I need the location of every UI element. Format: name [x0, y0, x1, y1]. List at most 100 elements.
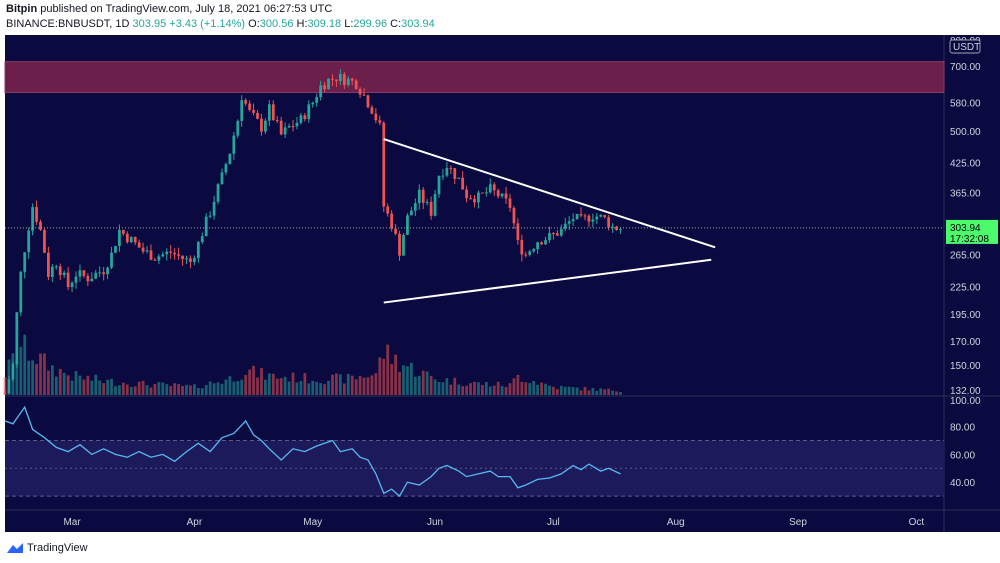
- candle-body-2021-04-06: [212, 201, 216, 216]
- volume-bar-2021-02-13: [7, 359, 11, 395]
- volume-bar-2021-03-03: [78, 375, 82, 395]
- candle-body-2021-07-04: [563, 223, 567, 229]
- candle-body-2021-03-05: [86, 275, 90, 282]
- candle-body-2021-07-07: [575, 213, 579, 220]
- currency-box: [949, 39, 981, 54]
- candle-body-2021-03-13: [118, 230, 121, 247]
- candle-body-2021-05-14: [362, 94, 366, 96]
- volume-bar-2021-05-14: [362, 377, 366, 395]
- candle-body-2021-02-20: [35, 207, 38, 222]
- candle-body-2021-03-20: [145, 250, 149, 252]
- volume-bar-2021-06-07: [457, 384, 461, 395]
- volume-bar-2021-03-19: [141, 380, 145, 395]
- time-tick-May: May: [303, 517, 322, 528]
- candle-body-2021-06-05: [449, 168, 453, 170]
- volume-bar-2021-03-13: [118, 385, 121, 395]
- candle-body-2021-04-29: [303, 115, 307, 120]
- candle-body-2021-04-24: [283, 127, 287, 135]
- currency-label: USDT: [953, 42, 980, 53]
- plot-background: [5, 35, 944, 510]
- volume-bar-2021-05-27: [413, 376, 417, 395]
- candle-body-2021-04-10: [228, 153, 232, 165]
- candle-body-2021-07-02: [555, 233, 559, 236]
- candle-body-2021-04-08: [220, 172, 224, 185]
- candle-body-2021-02-21: [39, 221, 42, 230]
- price-tick-265.00: 265.00: [950, 251, 981, 262]
- candle-body-2021-03-06: [90, 278, 94, 282]
- volume-bar-2021-02-15: [15, 360, 19, 395]
- candle-body-2021-06-23: [520, 239, 524, 255]
- volume-bar-2021-04-07: [216, 382, 220, 395]
- candle-body-2021-05-20: [386, 206, 390, 214]
- candle-body-2021-05-24: [402, 234, 405, 256]
- volume-bar-2021-06-15: [488, 386, 492, 395]
- brand-label[interactable]: TradingView: [27, 542, 88, 554]
- candle-body-2021-04-01: [192, 258, 196, 263]
- volume-bar-2021-03-10: [106, 379, 109, 395]
- volume-bar-2021-03-12: [114, 386, 117, 395]
- candle-body-2021-04-19: [264, 120, 267, 132]
- volume-bar-2021-05-30: [425, 371, 429, 395]
- candle-body-2021-05-10: [346, 78, 350, 85]
- candle-body-2021-05-25: [406, 215, 409, 235]
- candle-body-2021-06-12: [477, 192, 480, 203]
- candle-body-2021-07-17: [615, 226, 618, 230]
- candle-body-2021-07-14: [603, 215, 607, 218]
- time-tick-Aug: Aug: [667, 517, 685, 528]
- volume-bar-2021-04-14: [244, 375, 248, 395]
- volume-bar-2021-04-10: [228, 376, 232, 395]
- candle-body-2021-06-02: [437, 175, 441, 195]
- rsi-tick-80.00: 80.00: [950, 423, 975, 434]
- candle-body-2021-04-12: [236, 120, 240, 136]
- volume-bar-2021-07-17: [615, 391, 618, 395]
- symbol-name: BINANCE:BNBUSDT, 1D: [6, 18, 130, 30]
- volume-bar-2021-06-12: [477, 382, 480, 395]
- volume-bar-2021-05-18: [378, 357, 382, 395]
- volume-bar-2021-03-09: [102, 383, 106, 395]
- candle-body-2021-02-28: [66, 272, 70, 288]
- volume-bar-2021-06-16: [492, 385, 496, 395]
- candle-body-2021-04-22: [275, 120, 279, 122]
- time-tick-Mar: Mar: [63, 517, 81, 528]
- time-tick-Jul: Jul: [547, 517, 560, 528]
- candle-body-2021-07-12: [595, 216, 599, 220]
- volume-bar-2021-04-18: [260, 367, 263, 395]
- volume-bar-2021-05-03: [319, 383, 323, 395]
- volume-bar-2021-04-16: [252, 365, 255, 395]
- candle-body-2021-03-27: [173, 252, 177, 255]
- volume-bar-2021-04-30: [307, 383, 311, 395]
- volume-bar-2021-03-01: [70, 380, 74, 395]
- price-tick-170.00: 170.00: [950, 337, 981, 348]
- price-tick-132.00: 132.00: [950, 386, 981, 397]
- price-tick-225.00: 225.00: [950, 282, 981, 293]
- candle-body-2021-07-11: [591, 219, 595, 222]
- volume-bar-2021-03-31: [189, 385, 192, 395]
- candle-body-2021-05-18: [378, 120, 382, 123]
- price-tick-150.00: 150.00: [950, 361, 981, 372]
- volume-bar-2021-05-31: [429, 375, 433, 395]
- volume-bar-2021-05-23: [398, 371, 401, 395]
- candle-body-2021-04-07: [216, 184, 220, 202]
- candle-body-2021-07-03: [559, 228, 563, 236]
- volume-bar-2021-07-08: [579, 390, 583, 395]
- candle-body-2021-04-05: [208, 215, 212, 217]
- candle-body-2021-03-01: [70, 282, 74, 288]
- candle-body-2021-05-15: [366, 95, 370, 108]
- volume-bar-2021-02-25: [54, 376, 58, 395]
- candle-body-2021-03-23: [157, 256, 161, 261]
- volume-bar-2021-06-04: [445, 378, 449, 395]
- candle-body-2021-06-30: [548, 233, 551, 241]
- time-tick-Oct: Oct: [909, 517, 925, 528]
- volume-bar-2021-06-14: [484, 381, 488, 395]
- candle-body-2021-06-26: [532, 249, 536, 252]
- volume-bar-2021-04-20: [267, 373, 271, 395]
- candle-body-2021-04-02: [196, 242, 200, 259]
- publisher-line: Bitpin published on TradingView.com, Jul…: [6, 3, 332, 15]
- volume-bar-2021-03-07: [94, 374, 98, 395]
- publisher-name: Bitpin: [6, 3, 38, 15]
- candle-body-2021-07-16: [611, 226, 614, 228]
- volume-bar-2021-07-16: [611, 390, 614, 395]
- volume-bar-2021-04-08: [220, 383, 224, 395]
- candle-body-2021-07-10: [587, 215, 591, 222]
